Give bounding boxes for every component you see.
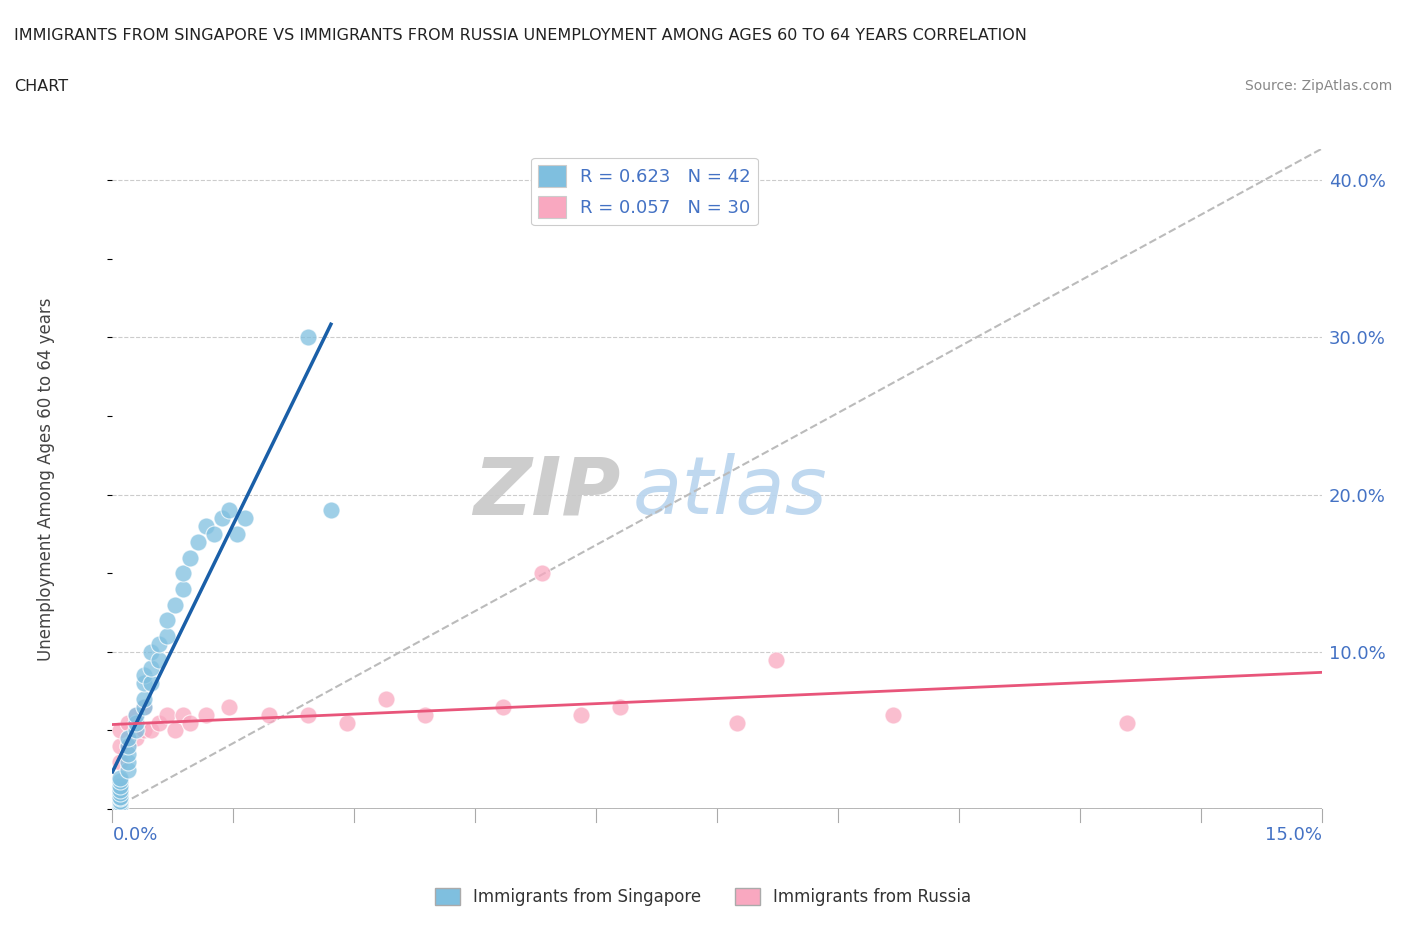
Point [148,637,170,652]
Point [110,723,132,737]
Point [765,652,787,667]
Point [218,699,240,714]
Point [148,652,170,667]
Point [125,708,148,723]
Point [141,723,163,737]
Point [297,708,319,723]
Point [132,699,155,714]
Point [117,731,139,746]
Point [117,738,139,753]
Text: ZIP: ZIP [472,453,620,531]
Point [530,565,553,580]
Point [1115,715,1137,730]
Point [882,708,904,723]
Text: IMMIGRANTS FROM SINGAPORE VS IMMIGRANTS FROM RUSSIA UNEMPLOYMENT AMONG AGES 60 T: IMMIGRANTS FROM SINGAPORE VS IMMIGRANTS … [14,28,1026,43]
Point [257,708,280,723]
Point [195,519,218,534]
Point [179,551,201,565]
Point [125,715,148,730]
Point [211,511,233,525]
Point [172,708,194,723]
Text: CHART: CHART [14,79,67,94]
Point [297,330,319,345]
Point [110,783,132,798]
Text: Unemployment Among Ages 60 to 64 years: Unemployment Among Ages 60 to 64 years [37,298,55,660]
Point [110,789,132,804]
Point [125,723,148,737]
Point [163,723,186,737]
Point [141,676,163,691]
Point [218,503,240,518]
Point [110,754,132,769]
Point [148,715,170,730]
Point [132,668,155,683]
Point [233,511,256,525]
Text: 0.0%: 0.0% [112,826,157,844]
Point [609,699,631,714]
Point [163,597,186,612]
Point [117,747,139,762]
Point [141,644,163,659]
Point [156,708,179,723]
Point [132,723,155,737]
Point [117,754,139,769]
Point [132,699,155,714]
Text: 15.0%: 15.0% [1264,826,1322,844]
Point [110,794,132,809]
Point [110,778,132,793]
Point [491,699,513,714]
Point [172,565,194,580]
Point [125,731,148,746]
Point [110,786,132,801]
Point [132,676,155,691]
Point [117,715,139,730]
Point [110,790,132,805]
Point [187,535,209,550]
Point [319,503,342,518]
Point [226,526,249,541]
Point [374,692,396,707]
Legend: R = 0.623   N = 42, R = 0.057   N = 30: R = 0.623 N = 42, R = 0.057 N = 30 [531,158,758,225]
Point [413,708,436,723]
Point [110,799,132,814]
Point [569,708,592,723]
Text: Source: ZipAtlas.com: Source: ZipAtlas.com [1244,79,1392,93]
Point [132,692,155,707]
Point [110,795,132,810]
Point [335,715,357,730]
Point [156,613,179,628]
Point [156,629,179,644]
Point [110,774,132,789]
Point [195,708,218,723]
Point [110,770,132,785]
Text: atlas: atlas [633,453,827,531]
Point [725,715,748,730]
Point [179,715,201,730]
Legend: Immigrants from Singapore, Immigrants from Russia: Immigrants from Singapore, Immigrants fr… [429,881,977,912]
Point [117,763,139,777]
Point [117,738,139,753]
Point [125,708,148,723]
Point [202,526,225,541]
Point [141,660,163,675]
Point [110,738,132,753]
Point [172,581,194,596]
